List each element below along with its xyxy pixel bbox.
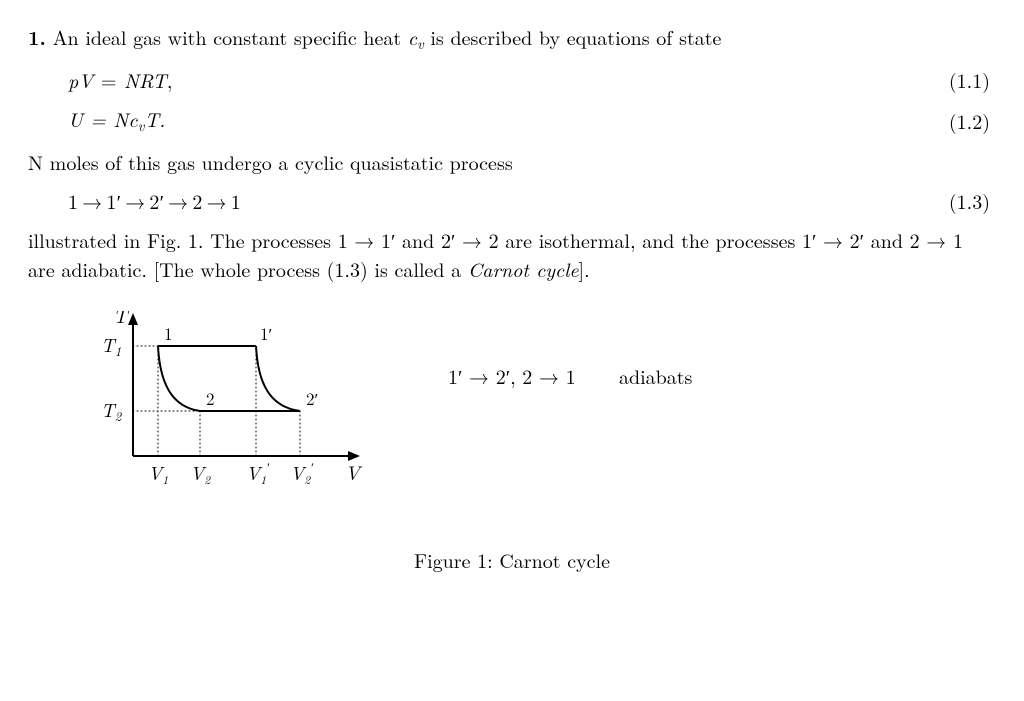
svg-text:V2: V2: [190, 459, 211, 488]
problem-number: 1.: [28, 22, 46, 51]
intro-text-b: is described by equations of state: [424, 22, 722, 51]
equation-body: pV = NRT,: [68, 65, 949, 94]
cv-subscript: v: [417, 34, 424, 54]
svg-text:V: V: [345, 457, 363, 486]
figure-caption: Figure 1: Carnot cycle: [28, 545, 996, 574]
equation-number: (1.1): [949, 65, 996, 94]
carnot-cycle-term: Carnot cycle: [468, 254, 579, 283]
carnot-diagram: T V T1 T2 1 1′ 2 2′ V1 V2 V1′ V2′: [88, 311, 388, 527]
equation-1-3: 1→1′→2′→2→1 (1.3): [68, 186, 996, 215]
figure-1: T V T1 T2 1 1′ 2 2′ V1 V2 V1′ V2′ 1′ → 2′, 2 → 1 ad…: [28, 311, 996, 527]
desc-text-c: ].: [579, 254, 590, 283]
svg-text:1′: 1′: [260, 321, 272, 345]
equation-number: (1.3): [949, 186, 996, 215]
equation-number: (1.2): [949, 106, 996, 135]
intro-text-a: An ideal gas with constant specific heat: [53, 22, 408, 51]
svg-text:T: T: [113, 311, 130, 329]
equation-1-2: U = NcvT. (1.2): [68, 104, 996, 137]
equation-body: U = NcvT.: [68, 104, 949, 137]
paragraph-description: illustrated in Fig. 1. The processes 1 →…: [28, 225, 996, 283]
svg-text:V1: V1: [148, 459, 168, 488]
figure-side-note: 1′ → 2′, 2 → 1 adiabats: [448, 361, 692, 390]
svg-text:2: 2: [206, 386, 215, 410]
equation-1-1: pV = NRT, (1.1): [68, 65, 996, 94]
svg-text:2′: 2′: [306, 386, 318, 410]
carnot-svg: T V T1 T2 1 1′ 2 2′ V1 V2 V1′ V2′: [88, 311, 388, 521]
paragraph-n-moles: N moles of this gas undergo a cyclic qua…: [28, 147, 996, 176]
svg-text:T2: T2: [101, 396, 123, 425]
svg-text:V1′: V1′: [246, 457, 269, 488]
svg-text:T1: T1: [101, 331, 121, 360]
problem-statement: 1. An ideal gas with constant specific h…: [28, 22, 996, 55]
equation-body: 1→1′→2′→2→1: [68, 186, 949, 215]
svg-text:1: 1: [164, 321, 173, 345]
cv-symbol: c: [408, 22, 417, 51]
svg-text:V2′: V2′: [290, 457, 313, 488]
